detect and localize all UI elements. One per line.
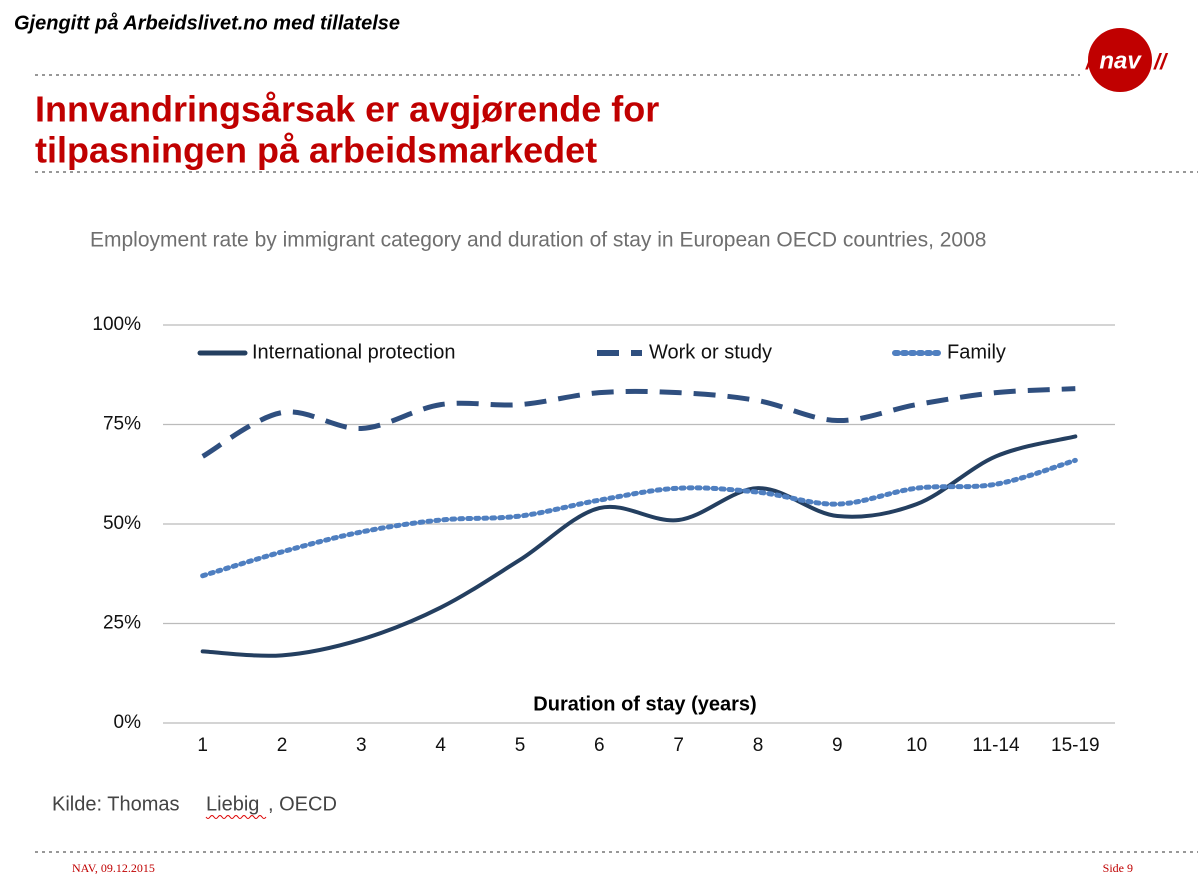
footer-page: Side 9 xyxy=(1103,861,1133,875)
logo-slash: / xyxy=(1085,49,1095,74)
y-tick-label: 25% xyxy=(103,613,141,634)
x-tick-label: 8 xyxy=(753,735,764,756)
logo: / // nav xyxy=(1085,28,1169,92)
source-text: , OECD xyxy=(268,793,337,815)
x-axis-label: Duration of stay (years) xyxy=(533,693,756,715)
squiggle xyxy=(205,815,267,819)
x-tick-label: 3 xyxy=(356,735,367,756)
series-line xyxy=(200,434,1078,658)
series-line xyxy=(201,386,1076,459)
source: Kilde: Thomas Liebig , OECD xyxy=(52,793,337,815)
x-tick-label: 5 xyxy=(515,735,526,756)
x-tick-label: 9 xyxy=(832,735,843,756)
series-line xyxy=(200,457,1078,579)
x-tick-label: 1 xyxy=(197,735,208,756)
source-author: Liebig xyxy=(206,793,259,815)
y-tick-label: 50% xyxy=(103,513,141,534)
legend-label: Work or study xyxy=(649,341,772,363)
x-tick-label: 15-19 xyxy=(1051,735,1100,756)
note: Gjengitt på Arbeidslivet.no med tillatel… xyxy=(14,11,400,34)
x-tick-label: 6 xyxy=(594,735,605,756)
logo-circle xyxy=(1088,28,1152,92)
slide-title: Innvandringsårsak er avgjørende for xyxy=(35,89,659,130)
logo-text: nav xyxy=(1099,47,1142,74)
footer-date: NAV, 09.12.2015 xyxy=(72,861,155,875)
slide-title: tilpasningen på arbeidsmarkedet xyxy=(35,130,597,171)
x-tick-label: 4 xyxy=(435,735,446,756)
legend-label: Family xyxy=(947,341,1006,363)
y-tick-label: 0% xyxy=(114,712,142,733)
logo-slash: // xyxy=(1153,49,1169,74)
x-tick-label: 7 xyxy=(673,735,684,756)
y-tick-label: 75% xyxy=(103,414,141,435)
source-text: Kilde: Thomas xyxy=(52,793,179,815)
x-tick-label: 10 xyxy=(906,735,927,756)
y-tick-label: 100% xyxy=(92,314,141,335)
x-tick-label: 2 xyxy=(277,735,288,756)
chart-title: Employment rate by immigrant category an… xyxy=(90,229,986,252)
x-tick-label: 11-14 xyxy=(972,735,1020,756)
legend-label: International protection xyxy=(252,341,455,363)
